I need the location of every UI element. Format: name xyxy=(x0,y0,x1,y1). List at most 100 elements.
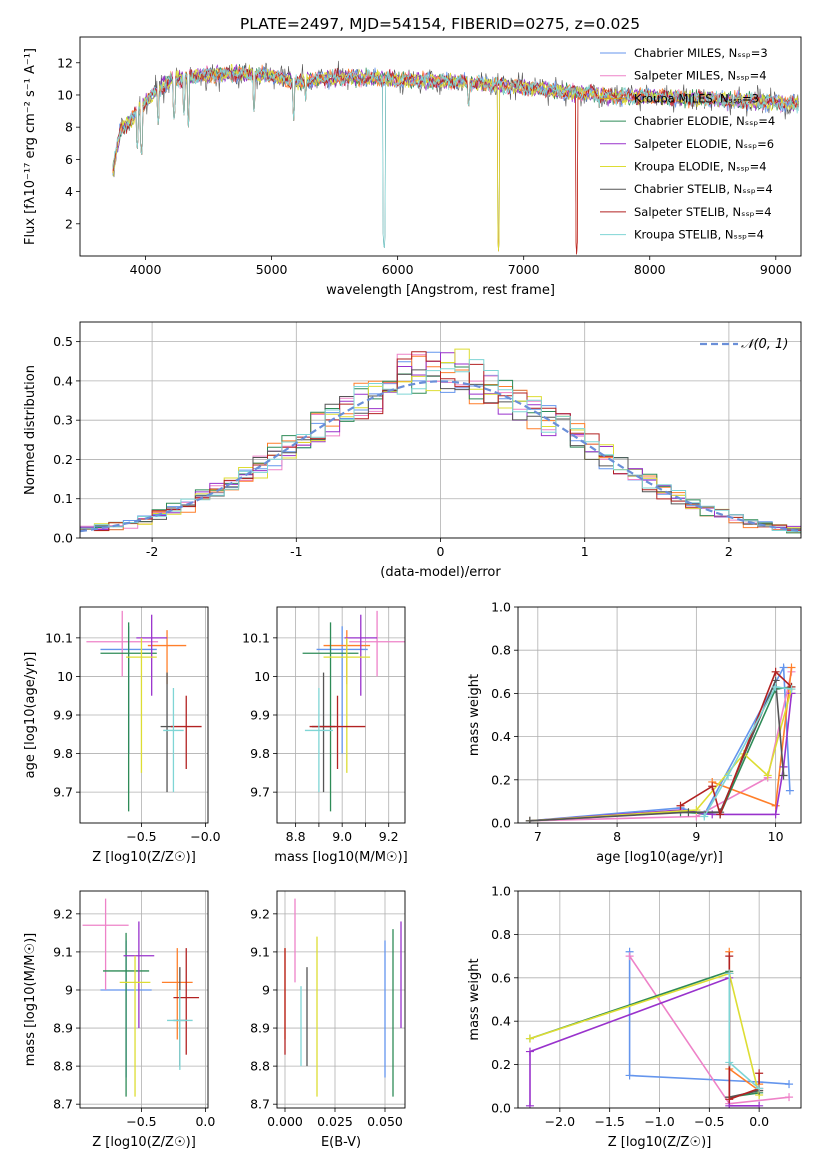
x-tick-label: 0.0 xyxy=(749,1114,769,1129)
y-axis-label: age [log10(age/yr)] xyxy=(23,652,38,779)
plot-area xyxy=(277,891,405,1108)
y-tick-label: 1.0 xyxy=(491,884,511,899)
weight-series-8 xyxy=(703,686,792,817)
weight-marker xyxy=(700,812,709,821)
x-tick-label: 0.025 xyxy=(317,1114,353,1129)
y-tick-label: 0.4 xyxy=(491,729,511,744)
y-tick-label: 8 xyxy=(65,120,73,135)
y-tick-label: 0.8 xyxy=(491,643,511,658)
y-tick-label: 0.0 xyxy=(53,531,73,546)
x-tick-label: -1 xyxy=(290,544,302,559)
weight-marker xyxy=(625,952,634,961)
plot-area xyxy=(518,607,801,823)
y-tick-label: 9.7 xyxy=(53,785,73,800)
y-tick-label: 9.9 xyxy=(250,708,270,723)
panel-mass_weight_vs_Z: −2.0 −1.5 −1.0 −0.5 0.0 0.0 0.2 0.4 0.6 0.8 1.0 Z [… xyxy=(467,884,802,1150)
legend-label: Chabrier STELIB, Nₛₛₚ=4 xyxy=(634,182,773,196)
x-tick-label: 8000 xyxy=(634,262,666,277)
legend: Chabrier MILES, Nₛₛₚ=3 Salpeter MILES, Nₛ… xyxy=(600,46,775,242)
y-tick-label: 9.1 xyxy=(250,944,270,959)
legend-label: Kroupa STELIB, Nₛₛₚ=4 xyxy=(634,228,764,242)
x-axis-label: E(B-V) xyxy=(321,1135,361,1150)
y-tick-label: 0.0 xyxy=(491,1101,511,1116)
histogram-series-7 xyxy=(80,351,801,537)
y-tick-label: 8.7 xyxy=(53,1097,73,1112)
weight-marker xyxy=(684,808,693,817)
axes-frame xyxy=(276,890,406,1109)
x-tick-label: 8.8 xyxy=(286,829,306,844)
axes-frame xyxy=(79,36,802,257)
x-tick-label: −2.0 xyxy=(545,1114,575,1129)
x-tick-label: 7000 xyxy=(508,262,540,277)
x-tick-label: 10 xyxy=(768,829,784,844)
weight-marker xyxy=(708,782,717,791)
y-tick-label: 10.1 xyxy=(242,630,270,645)
axes-frame xyxy=(517,890,802,1109)
weight-series-4 xyxy=(529,976,760,1107)
y-tick-label: 10 xyxy=(57,669,73,684)
axes-frame xyxy=(79,321,802,539)
x-tick-label: 7 xyxy=(534,829,542,844)
x-tick-label: 0.050 xyxy=(367,1114,403,1129)
x-tick-label: 0.0 xyxy=(195,1114,215,1129)
y-tick-label: 12 xyxy=(57,55,73,70)
x-tick-label: 9 xyxy=(692,829,700,844)
axes-frame xyxy=(276,606,406,824)
legend-label: Kroupa MILES, Nₛₛₚ=3 xyxy=(634,91,759,105)
y-tick-label: 9.8 xyxy=(250,746,270,761)
x-tick-label: 5000 xyxy=(256,262,288,277)
x-tick-label: −1.5 xyxy=(594,1114,624,1129)
weight-marker xyxy=(716,810,725,819)
histogram-series-8 xyxy=(80,359,801,534)
x-tick-label: 6000 xyxy=(382,262,414,277)
weight-marker xyxy=(724,771,733,780)
weight-marker xyxy=(771,801,780,810)
y-tick-label: 0.4 xyxy=(491,1014,511,1029)
y-tick-label: 9.9 xyxy=(53,708,73,723)
plot-area xyxy=(80,322,801,538)
legend-label: 𝒩(0, 1) xyxy=(741,337,788,352)
x-tick-label: 4000 xyxy=(130,262,162,277)
weight-marker xyxy=(771,810,780,819)
weight-marker xyxy=(771,682,780,691)
x-axis-label: Z [log10(Z/Z☉)] xyxy=(92,850,196,865)
figure-title: PLATE=2497, MJD=54154, FIBERID=0275, z=0… xyxy=(240,15,640,33)
x-axis-label: Z [log10(Z/Z☉)] xyxy=(608,1135,712,1150)
x-tick-label: 0.000 xyxy=(267,1114,303,1129)
y-tick-label: 8.9 xyxy=(53,1021,73,1036)
legend-label: Salpeter MILES, Nₛₛₚ=4 xyxy=(634,69,767,83)
x-axis-label: (data-model)/error xyxy=(380,565,501,580)
y-tick-label: 9 xyxy=(262,982,270,997)
y-axis-label: mass weight xyxy=(467,958,482,1040)
x-tick-label: −0.5 xyxy=(126,829,156,844)
weight-marker xyxy=(787,663,796,672)
x-tick-label: 1 xyxy=(581,544,589,559)
y-tick-label: 0.8 xyxy=(491,927,511,942)
x-tick-label: 2 xyxy=(725,544,733,559)
y-axis-label: mass [log10(M/M☉)] xyxy=(23,933,38,1066)
weight-series-1 xyxy=(529,671,793,822)
weight-marker xyxy=(676,801,685,810)
y-tick-label: 8.9 xyxy=(250,1021,270,1036)
x-tick-label: 9.2 xyxy=(379,829,399,844)
legend-label: Chabrier ELODIE, Nₛₛₚ=4 xyxy=(634,114,775,128)
x-tick-label: −0.0 xyxy=(190,829,220,844)
panel-mass_vs_ebv: 0.000 0.025 0.050 8.7 8.8 8.9 9 9.1 9.2 E(B-V) xyxy=(250,890,406,1150)
x-axis-label: Z [log10(Z/Z☉)] xyxy=(92,1135,196,1150)
y-tick-label: 10 xyxy=(254,669,270,684)
y-tick-label: 8.8 xyxy=(53,1059,73,1074)
weight-marker xyxy=(785,786,794,795)
legend-label: Salpeter STELIB, Nₛₛₚ=4 xyxy=(634,205,772,219)
panel-mass_vs_Z: −0.5 0.0 8.7 8.8 8.9 9 9.1 9.2 Z [log10(Z/Z☉)] ma… xyxy=(23,890,215,1150)
weight-marker xyxy=(725,1058,734,1067)
y-tick-label: 0.1 xyxy=(53,491,73,506)
y-tick-label: 9.2 xyxy=(53,906,73,921)
plot-area xyxy=(80,607,208,823)
y-tick-label: 9.7 xyxy=(250,785,270,800)
y-tick-label: 10.1 xyxy=(45,630,73,645)
plot-area xyxy=(112,60,799,255)
panel-mass_weight_vs_age: 7 8 9 10 0.0 0.2 0.4 0.6 0.8 1.0 age [log10(age/yr… xyxy=(467,600,802,865)
y-tick-label: 0.4 xyxy=(53,373,73,388)
x-tick-label: −0.5 xyxy=(694,1114,724,1129)
y-tick-label: 0.2 xyxy=(53,452,73,467)
